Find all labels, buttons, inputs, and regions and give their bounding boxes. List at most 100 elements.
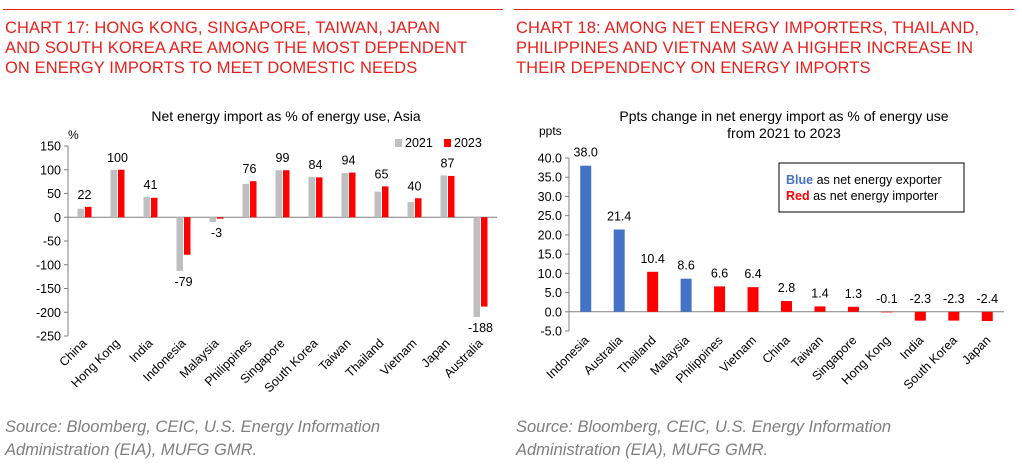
chart18-legend-importer-text: as net energy importer: [810, 189, 939, 203]
chart17-heading-line: AND SOUTH KOREA ARE AMONG THE MOST DEPEN…: [5, 39, 468, 57]
chart18-legend-box: [778, 162, 965, 213]
chart18-svg: Ppts change in net energy import as % of…: [538, 108, 1004, 392]
chart18-data-label: 6.6: [711, 266, 728, 280]
chart17-bar-2023: [382, 186, 389, 218]
chart17-source-line: Administration (EIA), MUFG GMR.: [5, 441, 258, 459]
chart17-panel: CHART 17: HONG KONG, SINGAPORE, TAIWAN, …: [3, 0, 503, 473]
chart18-data-label: 8.6: [677, 259, 694, 273]
chart17-data-label: 65: [375, 167, 389, 181]
chart17-bar-2023: [85, 206, 92, 218]
chart17-bar-2023: [481, 217, 488, 307]
chart18-data-label: 2.8: [778, 281, 795, 295]
chart17-bar-2021: [143, 196, 150, 218]
chart18-y-unit: ppts: [539, 124, 562, 138]
chart17-bar-2021: [473, 217, 480, 317]
chart18-data-label: 21.4: [607, 210, 631, 224]
chart17-bar-2021: [440, 175, 447, 218]
chart18-bar: [781, 301, 792, 312]
chart17-bar-2021: [341, 173, 348, 218]
chart18-legend-exporter: Blue as net energy exporter: [786, 173, 942, 187]
chart17-legend-swatch-2021: [395, 139, 402, 147]
chart17-legend-swatch-2023: [444, 139, 451, 147]
chart18-heading-line: CHART 18: AMONG NET ENERGY IMPORTERS, TH…: [516, 19, 980, 37]
chart18-bar: [580, 165, 592, 312]
chart18-heading-line: PHILIPPINES AND VIETNAM SAW A HIGHER INC…: [516, 39, 974, 57]
chart18-legend-exporter-text: as net energy exporter: [813, 173, 942, 187]
chart17-bar-2021: [176, 217, 183, 271]
chart18-data-label: 1.4: [811, 286, 828, 300]
chart17-bar-2023: [349, 172, 356, 218]
chart18-panel: CHART 18: AMONG NET ENERGY IMPORTERS, TH…: [514, 0, 1014, 473]
chart18-y-tick-label: 40.0: [538, 152, 562, 166]
chart17-y-tick-label: 0: [54, 211, 61, 225]
chart17-y-unit: %: [68, 128, 79, 142]
chart18-bar: [914, 311, 926, 321]
chart18-source-line: Administration (EIA), MUFG GMR.: [516, 441, 769, 459]
chart17-data-label: 100: [107, 151, 128, 165]
chart18-bar: [647, 271, 659, 312]
chart18-data-label: -2.3: [943, 292, 965, 306]
chart17-bar-2021: [110, 169, 117, 218]
chart18-bar: [948, 311, 960, 321]
chart18-top-rule: [514, 9, 1014, 10]
chart17-y-tick-label: 100: [40, 163, 61, 177]
chart17-bar-2021: [407, 202, 414, 218]
chart17-source-line: Source: Bloomberg, CEIC, U.S. Energy Inf…: [5, 418, 381, 436]
chart17-data-label: 94: [342, 154, 356, 168]
chart17-data-label: -188: [468, 321, 493, 335]
chart18-heading: CHART 18: AMONG NET ENERGY IMPORTERS, TH…: [516, 18, 1016, 78]
chart18-category-label: Vietnam: [717, 333, 759, 375]
chart18-y-tick-label: 20.0: [538, 228, 562, 242]
chart17-bar-2023: [151, 197, 158, 218]
chart17-bar-2023: [448, 175, 455, 218]
chart18-data-label: -2.3: [910, 292, 932, 306]
chart18-y-tick-label: 0.0: [545, 305, 562, 319]
chart17-bar-2021: [374, 191, 381, 218]
chart17-legend-label-2021: 2021: [405, 136, 433, 150]
chart17-y-tick-label: 150: [40, 140, 61, 154]
chart18-y-tick-label: 15.0: [538, 248, 562, 262]
chart18-data-label: 1.3: [845, 287, 862, 301]
chart17-legend-label-2023: 2023: [454, 136, 482, 150]
chart18-legend-importer-word: Red: [786, 189, 810, 203]
chart18-y-tick-label: 25.0: [538, 209, 562, 223]
chart18-source: Source: Bloomberg, CEIC, U.S. Energy Inf…: [516, 416, 1016, 462]
chart17-bar-2023: [250, 181, 257, 218]
chart17-category-label: India: [127, 336, 156, 365]
chart17-y-tick-label: -200: [36, 306, 61, 320]
chart17-data-label: -79: [174, 275, 192, 289]
chart17-data-label: -3: [211, 226, 222, 240]
chart18-title-line-2: from 2021 to 2023: [727, 125, 841, 141]
chart18-bar: [814, 306, 826, 312]
chart17-bar-2021: [209, 217, 216, 222]
chart18-y-tick-label: 30.0: [538, 190, 562, 204]
chart18-legend-exporter-word: Blue: [786, 173, 813, 187]
chart17-y-tick-label: -150: [36, 282, 61, 296]
chart17-data-label: 22: [78, 188, 92, 202]
chart17-bar-2021: [77, 208, 84, 218]
chart17-data-label: 41: [144, 178, 158, 192]
chart17-bar-2023: [217, 217, 224, 219]
chart17-y-tick-label: 50: [47, 187, 61, 201]
chart17-heading-line: ON ENERGY IMPORTS TO MEET DOMESTIC NEEDS: [5, 59, 418, 77]
chart18-category-label: India: [897, 333, 926, 362]
chart18-data-label: 10.4: [640, 252, 664, 266]
chart17-bar-2023: [184, 217, 191, 255]
chart18-title-line-1: Ppts change in net energy import as % of…: [619, 108, 948, 124]
chart17-data-label: 40: [408, 179, 422, 193]
chart18-data-label: 6.4: [744, 267, 761, 281]
chart17-bar-2023: [415, 198, 422, 218]
chart18-category-label: Japan: [959, 333, 993, 367]
chart18-bar: [680, 278, 692, 312]
chart18-bar: [981, 311, 993, 322]
chart17-bar-2023: [283, 170, 290, 218]
chart17-bar-2021: [275, 170, 282, 218]
chart18-y-tick-label: -5.0: [540, 325, 562, 339]
chart18-category-label: China: [760, 333, 793, 366]
chart17-svg: Net energy import as % of energy use, As…: [36, 108, 497, 395]
chart18-bar: [613, 229, 625, 312]
chart18-data-label: 38.0: [574, 146, 598, 160]
chart18-y-tick-label: 10.0: [538, 267, 562, 281]
chart18-category-label: Indonesia: [544, 333, 592, 381]
chart17-data-label: 87: [441, 156, 455, 170]
